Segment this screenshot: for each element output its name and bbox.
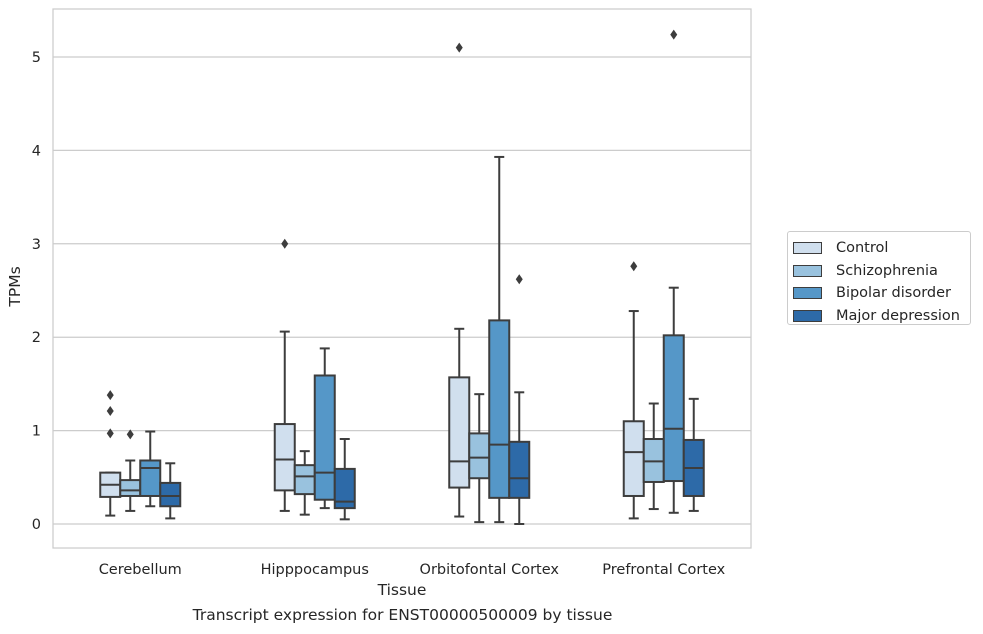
box-major-depression [682,397,705,512]
iqr-box [159,481,182,508]
y-tick-label: 5 [32,50,41,66]
box-major-depression [508,274,531,525]
outlier-point [455,42,463,53]
iqr-box [313,374,336,501]
box-major-depression [159,462,182,520]
legend-item: Major depression [793,305,970,328]
box-schizophrenia [119,429,142,512]
iqr-box [448,376,471,489]
legend-item: Control [793,237,970,260]
iqr-box [119,479,142,497]
y-tick-label: 2 [32,330,41,346]
y-tick-label: 3 [32,237,41,253]
legend-item: Schizophrenia [793,260,970,283]
legend-item: Bipolar disorder [793,282,970,305]
grid-lines [53,56,751,525]
y-tick-label: 1 [32,424,41,440]
box-control [273,238,296,512]
outlier-point [281,238,289,249]
box-control [448,42,471,518]
legend-swatch [793,264,822,277]
outlier-point [106,390,114,401]
outlier-point [515,274,523,285]
box-control [99,390,122,517]
box-bipolar-disorder [139,430,162,508]
outlier-point [630,261,638,272]
iqr-box [488,319,511,499]
iqr-box [293,464,316,496]
x-tick-label: Prefrontal Cortex [602,562,725,578]
legend-label: Schizophrenia [836,262,938,279]
outlier-point [106,428,114,439]
outlier-point [106,405,114,416]
legend-label: Bipolar disorder [836,285,951,302]
box-schizophrenia [468,393,491,524]
iqr-box [139,459,162,497]
legend: Control Schizophrenia Bipolar disorder M… [787,231,971,325]
iqr-box [273,423,296,492]
box-schizophrenia [642,402,665,511]
iqr-box [333,467,356,510]
box-bipolar-disorder [488,155,511,524]
iqr-box [468,432,491,480]
box-control [622,261,645,520]
x-tick-label: Hipppocampus [261,562,369,578]
outlier-point [126,429,134,440]
tick-labels: 0 1 2 3 4 5 Cerebellum Hipppocampus Orbitofontal… [32,50,726,578]
plot-frame [52,8,752,549]
legend-label: Major depression [836,307,960,324]
y-tick-label: 0 [32,517,41,533]
box-bipolar-disorder [662,29,685,514]
legend-swatch [793,309,822,322]
box-bipolar-disorder [313,347,336,510]
legend-label: Control [836,240,889,257]
boxes-layer [99,29,705,525]
x-tick-label: Orbitofontal Cortex [420,562,560,578]
legend-swatch [793,242,822,255]
iqr-box [508,440,531,499]
chart-caption: Transcript expression for ENST0000050000… [192,606,613,624]
x-axis-label: Tissue [377,581,427,599]
x-tick-label: Cerebellum [99,562,182,578]
iqr-box [662,334,685,483]
y-tick-label: 4 [32,143,41,159]
outlier-point [670,29,678,40]
box-major-depression [333,438,356,521]
legend-swatch [793,287,822,300]
y-axis-label: TPMs [6,266,24,307]
iqr-box [622,420,645,497]
box-schizophrenia [293,450,316,516]
